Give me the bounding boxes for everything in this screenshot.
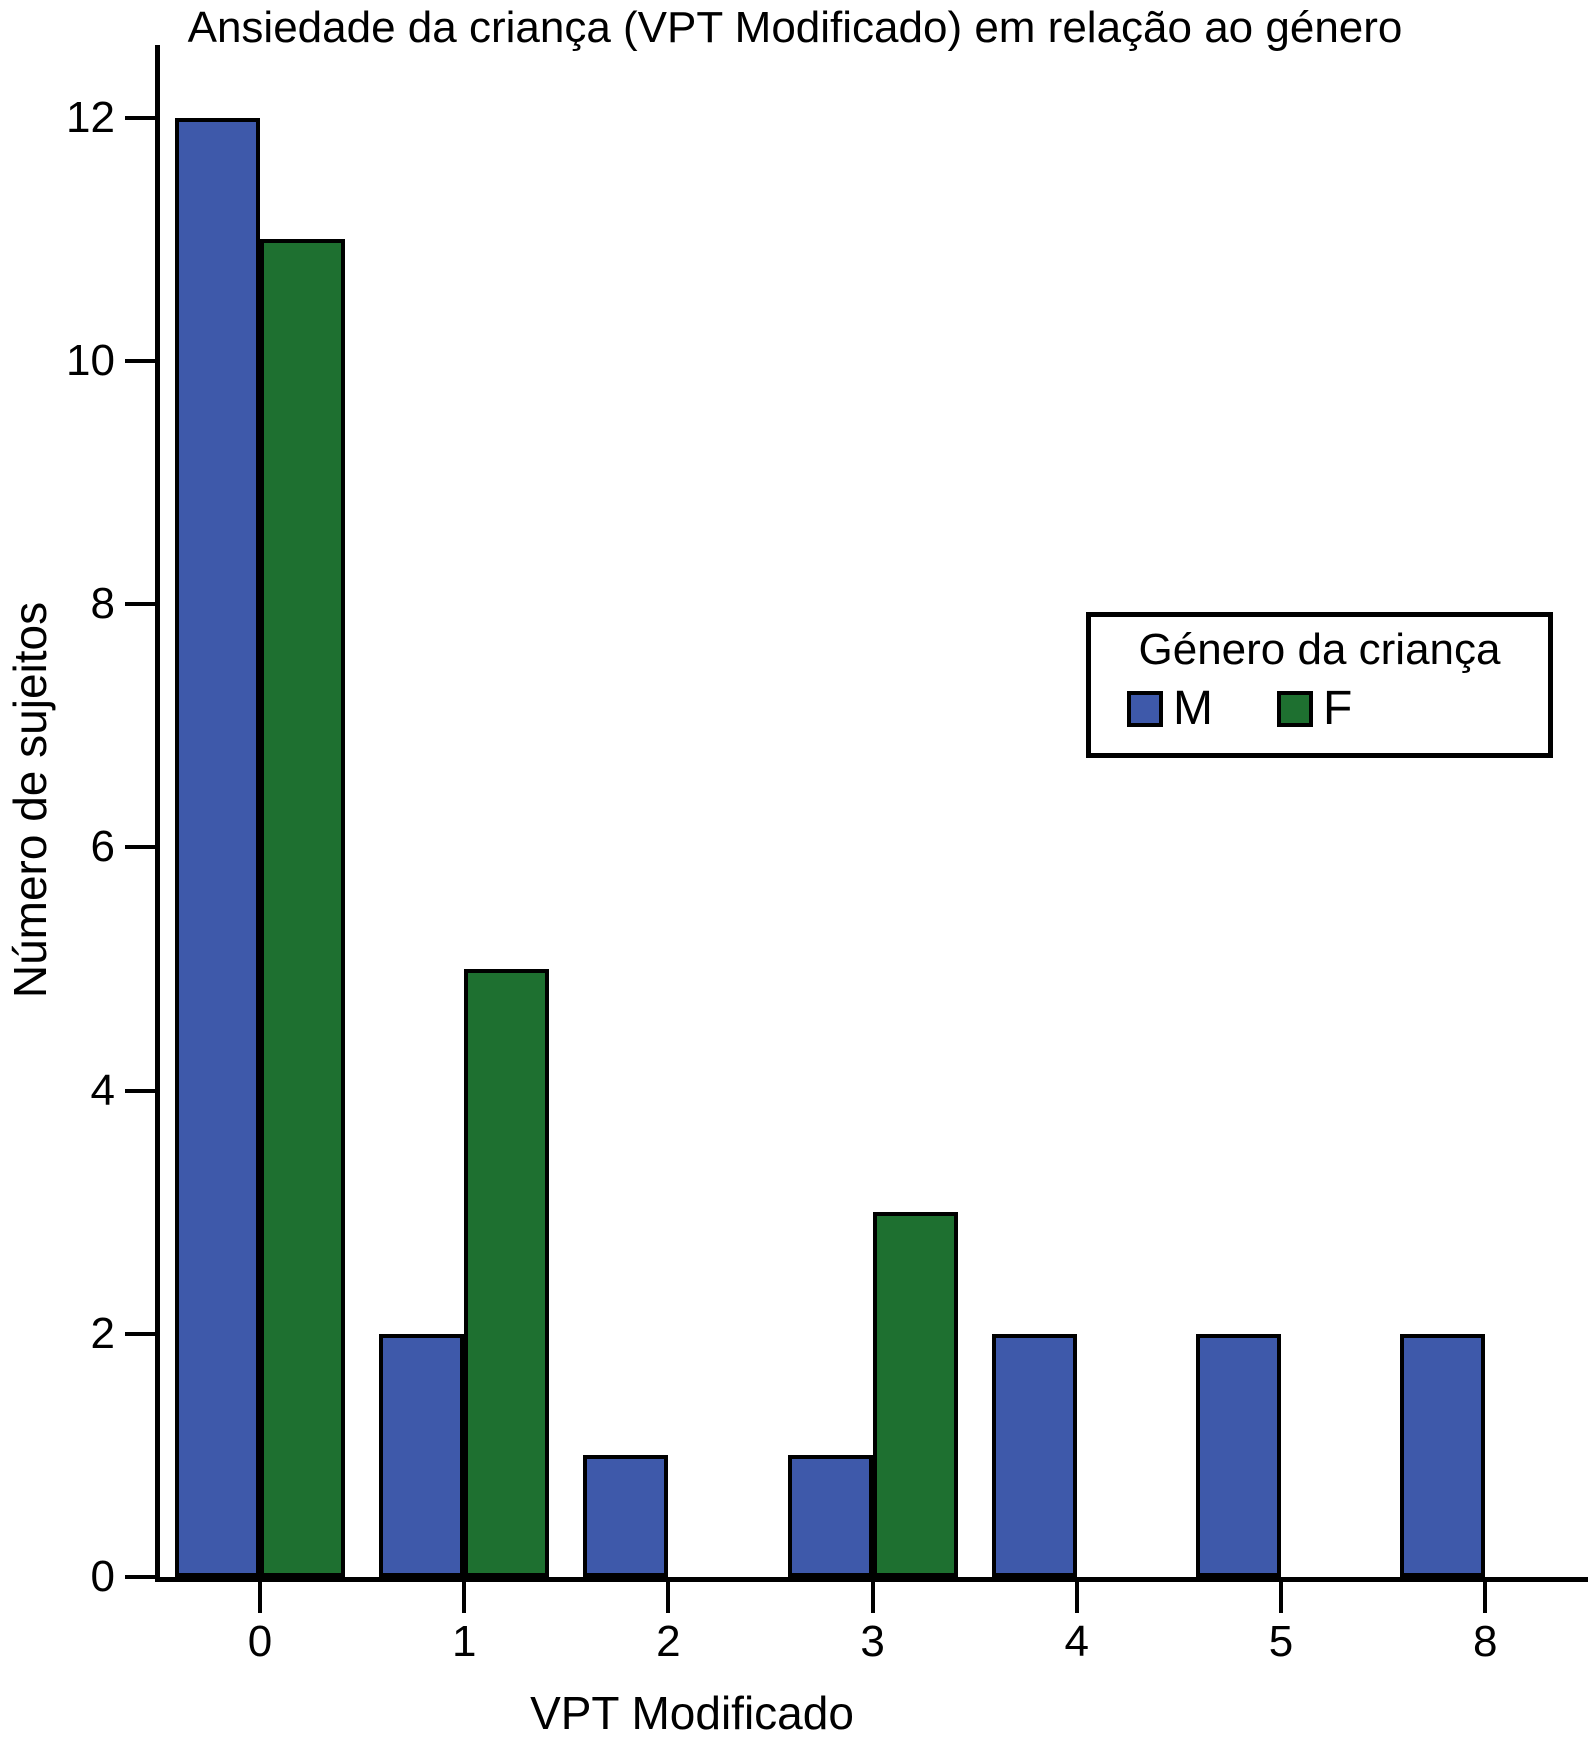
x-tick-mark <box>666 1577 671 1613</box>
bar-M-0 <box>175 118 260 1577</box>
x-tick-mark <box>1074 1577 1079 1613</box>
x-tick-label: 5 <box>1268 1617 1294 1666</box>
x-axis-title: VPT Modificado <box>530 1687 854 1739</box>
x-tick-mark <box>1483 1577 1488 1613</box>
y-tick-label: 6 <box>90 822 115 872</box>
y-tick-mark <box>125 845 160 850</box>
chart-title: Ansiedade da criança (VPT Modificado) em… <box>187 3 1403 52</box>
y-tick-mark <box>125 1088 160 1093</box>
x-tick-label: 1 <box>451 1617 477 1666</box>
bar-M-1 <box>379 1334 465 1577</box>
bar-F-0 <box>260 239 345 1577</box>
y-tick-mark <box>125 359 160 363</box>
y-tick-label: 4 <box>90 1065 115 1115</box>
legend-label-m: M <box>1173 682 1213 735</box>
y-axis-title: Número de sujeitos <box>4 601 56 999</box>
y-tick-mark <box>125 1331 160 1336</box>
y-axis-line <box>155 45 160 1582</box>
x-tick-mark <box>870 1577 875 1613</box>
x-tick-label: 0 <box>247 1617 273 1666</box>
legend: Género da criança M F <box>1086 612 1553 758</box>
y-tick-label: 8 <box>90 579 115 629</box>
y-tick-label: 2 <box>90 1308 115 1358</box>
x-tick-label: 3 <box>860 1617 885 1666</box>
legend-label-f: F <box>1322 682 1353 735</box>
y-tick-mark <box>125 1575 160 1579</box>
bar-M-8 <box>1400 1334 1486 1577</box>
bar-M-2 <box>583 1455 669 1577</box>
bar-F-3 <box>872 1212 958 1577</box>
y-tick-label: 0 <box>90 1552 115 1601</box>
y-tick-label: 12 <box>66 92 115 142</box>
x-tick-mark <box>1279 1577 1283 1613</box>
bar-F-1 <box>464 969 550 1577</box>
legend-entries: M F <box>1091 685 1548 733</box>
x-tick-label: 2 <box>656 1617 681 1666</box>
bar-M-4 <box>991 1334 1077 1577</box>
legend-swatch-m <box>1127 691 1163 727</box>
y-tick-mark <box>125 602 160 607</box>
bar-M-3 <box>787 1455 873 1577</box>
x-tick-label: 4 <box>1064 1617 1090 1666</box>
legend-swatch-f <box>1276 691 1313 727</box>
x-tick-mark <box>258 1577 262 1613</box>
legend-title: Género da criança <box>1138 625 1501 674</box>
x-tick-label: 8 <box>1472 1617 1498 1666</box>
bar-M-5 <box>1196 1334 1281 1577</box>
y-tick-mark <box>125 115 160 120</box>
y-tick-label: 10 <box>66 336 115 385</box>
x-tick-mark <box>462 1577 467 1613</box>
